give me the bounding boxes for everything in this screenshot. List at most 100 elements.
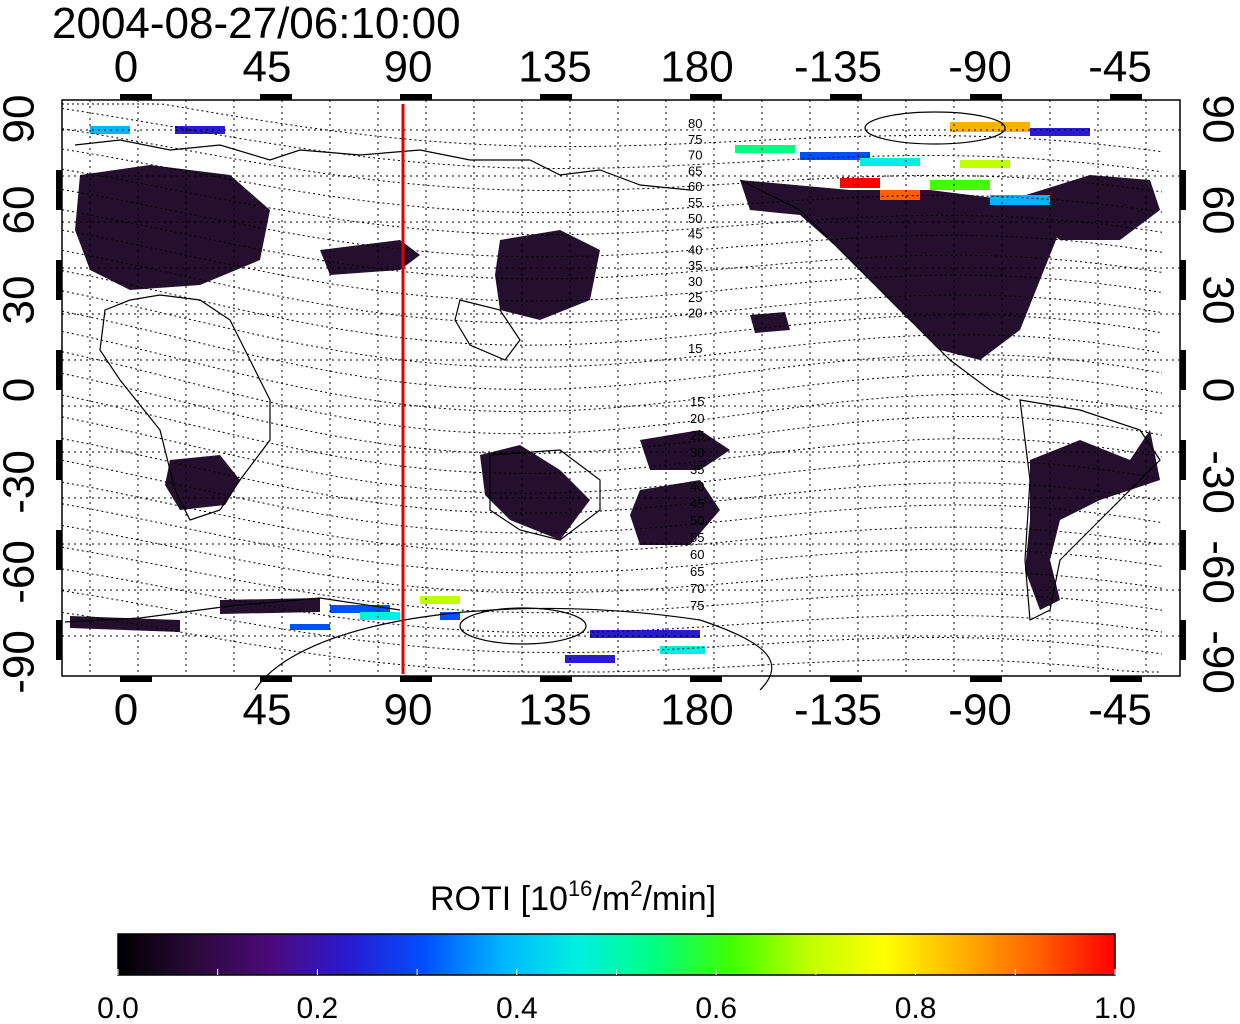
frame-tick-bottom (830, 676, 862, 682)
colorbar-ticks (117, 969, 1116, 975)
contour-label-north: 50 (688, 211, 702, 226)
frame-tick-top (1110, 94, 1142, 100)
right-latitude-labels: 90 60 30 0 -30 -60 -90 (1193, 95, 1240, 694)
left-latitude-labels: 90 60 30 0 -30 -60 -90 (0, 95, 44, 694)
contour-label-south: 35 (690, 462, 704, 477)
frame-tick-top (540, 94, 572, 100)
contour-line (61, 310, 1163, 390)
frame-tick-bars (56, 94, 1186, 682)
contour-label-south: 60 (690, 547, 704, 562)
contour-label-south: 30 (690, 445, 704, 460)
colorbar-title-sup2: 2 (630, 876, 642, 901)
frame-tick-bottom (970, 676, 1002, 682)
frame-tick-top (830, 94, 862, 100)
frame-tick-right (1180, 440, 1186, 480)
map-title: 2004-08-27/06:10:00 (52, 0, 461, 48)
colorbar-tick-label: 1.0 (1094, 992, 1136, 1024)
contour-label-south: 15 (690, 394, 704, 409)
frame-tick-top (120, 94, 152, 100)
contour-label-south: 50 (690, 513, 704, 528)
frame-tick-top (690, 94, 722, 100)
colorbar-tick-label: 0.4 (496, 992, 538, 1024)
contour-label-north: 70 (688, 148, 702, 163)
frame-tick-right (1180, 170, 1186, 210)
frame-tick-right (1180, 620, 1186, 660)
contour-line (61, 416, 1163, 494)
frame-tick-right (1180, 350, 1186, 390)
left-label: 60 (0, 186, 44, 235)
colorbar-title-mid: /m (592, 880, 630, 918)
contour-label-north: 20 (688, 306, 702, 321)
magnetic-latitude-contours (61, 103, 1163, 673)
frame-tick-bottom (120, 676, 152, 682)
contour-label-south: 25 (690, 428, 704, 443)
contour-line (61, 568, 1163, 634)
contour-label-north: 25 (688, 290, 702, 305)
contour-line (61, 148, 1163, 214)
colorbar-tick-label: 0.6 (695, 992, 737, 1024)
frame-tick-left (56, 620, 62, 660)
bottom-label: -135 (794, 686, 882, 735)
contour-label-south: 20 (690, 411, 704, 426)
right-label: 30 (1193, 276, 1240, 325)
contour-label-north: 35 (688, 258, 702, 273)
contour-label-north: 60 (688, 179, 702, 194)
contour-label-south: 70 (690, 581, 704, 596)
contour-label-north: 45 (688, 227, 702, 242)
contour-line (61, 525, 1163, 594)
frame-tick-bottom (400, 676, 432, 682)
left-label: 0 (0, 378, 44, 402)
colorbar-title-end: /min] (642, 880, 716, 918)
colorbar-title-main: ROTI [10 (430, 880, 568, 918)
top-label: -90 (948, 43, 1012, 92)
contour-label-south: 65 (690, 564, 704, 579)
frame-tick-right (1180, 260, 1186, 300)
frame-tick-bottom (540, 676, 572, 682)
bottom-label: 180 (660, 686, 733, 735)
contour-line (61, 107, 1163, 173)
contour-line (61, 481, 1163, 554)
contour-line (61, 372, 1163, 455)
coastlines (64, 111, 1161, 691)
bottom-label: 45 (243, 686, 292, 735)
bottom-label: -90 (948, 686, 1012, 735)
contour-label-north: 80 (688, 116, 702, 131)
contour-line (61, 546, 1163, 614)
contour-line (61, 168, 1163, 236)
contour-line (61, 290, 1163, 368)
right-label: 60 (1193, 186, 1240, 235)
contour-line (61, 330, 1163, 413)
right-label: -60 (1193, 540, 1240, 604)
frame-tick-bottom (690, 676, 722, 682)
bottom-label: 135 (518, 686, 591, 735)
top-label: 45 (243, 43, 292, 92)
lat-lon-grid (62, 100, 1180, 676)
frame-tick-top (400, 94, 432, 100)
contour-label-south: 75 (690, 598, 704, 613)
top-label: 90 (384, 43, 433, 92)
contour-label-north: 75 (688, 132, 702, 147)
contour-line (61, 229, 1163, 302)
top-label: 180 (660, 43, 733, 92)
left-label: -90 (0, 630, 44, 694)
top-longitude-labels: 0 45 90 135 180 -135 -90 -45 (114, 43, 1152, 92)
frame-tick-right (1180, 530, 1186, 570)
contour-label-north: 65 (688, 163, 702, 178)
contour-label-north: 40 (688, 242, 702, 257)
frame-tick-bottom (1110, 676, 1142, 682)
contour-label-south: 45 (690, 496, 704, 511)
contour-label-north: 15 (688, 341, 702, 356)
top-label: 135 (518, 43, 591, 92)
right-label: -30 (1193, 450, 1240, 514)
colorbar-tick-labels: 0.0 0.2 0.4 0.6 0.8 1.0 (97, 992, 1136, 1024)
top-label: 0 (114, 43, 138, 92)
frame-tick-left (56, 440, 62, 480)
right-label: -90 (1193, 630, 1240, 694)
bottom-longitude-labels: 0 45 90 135 180 -135 -90 -45 (114, 686, 1152, 735)
contour-line (61, 189, 1163, 258)
bottom-label: 90 (384, 686, 433, 735)
frame-tick-top (970, 94, 1002, 100)
contour-line (61, 611, 1162, 673)
left-label: 30 (0, 276, 44, 325)
contour-line (61, 459, 1163, 534)
